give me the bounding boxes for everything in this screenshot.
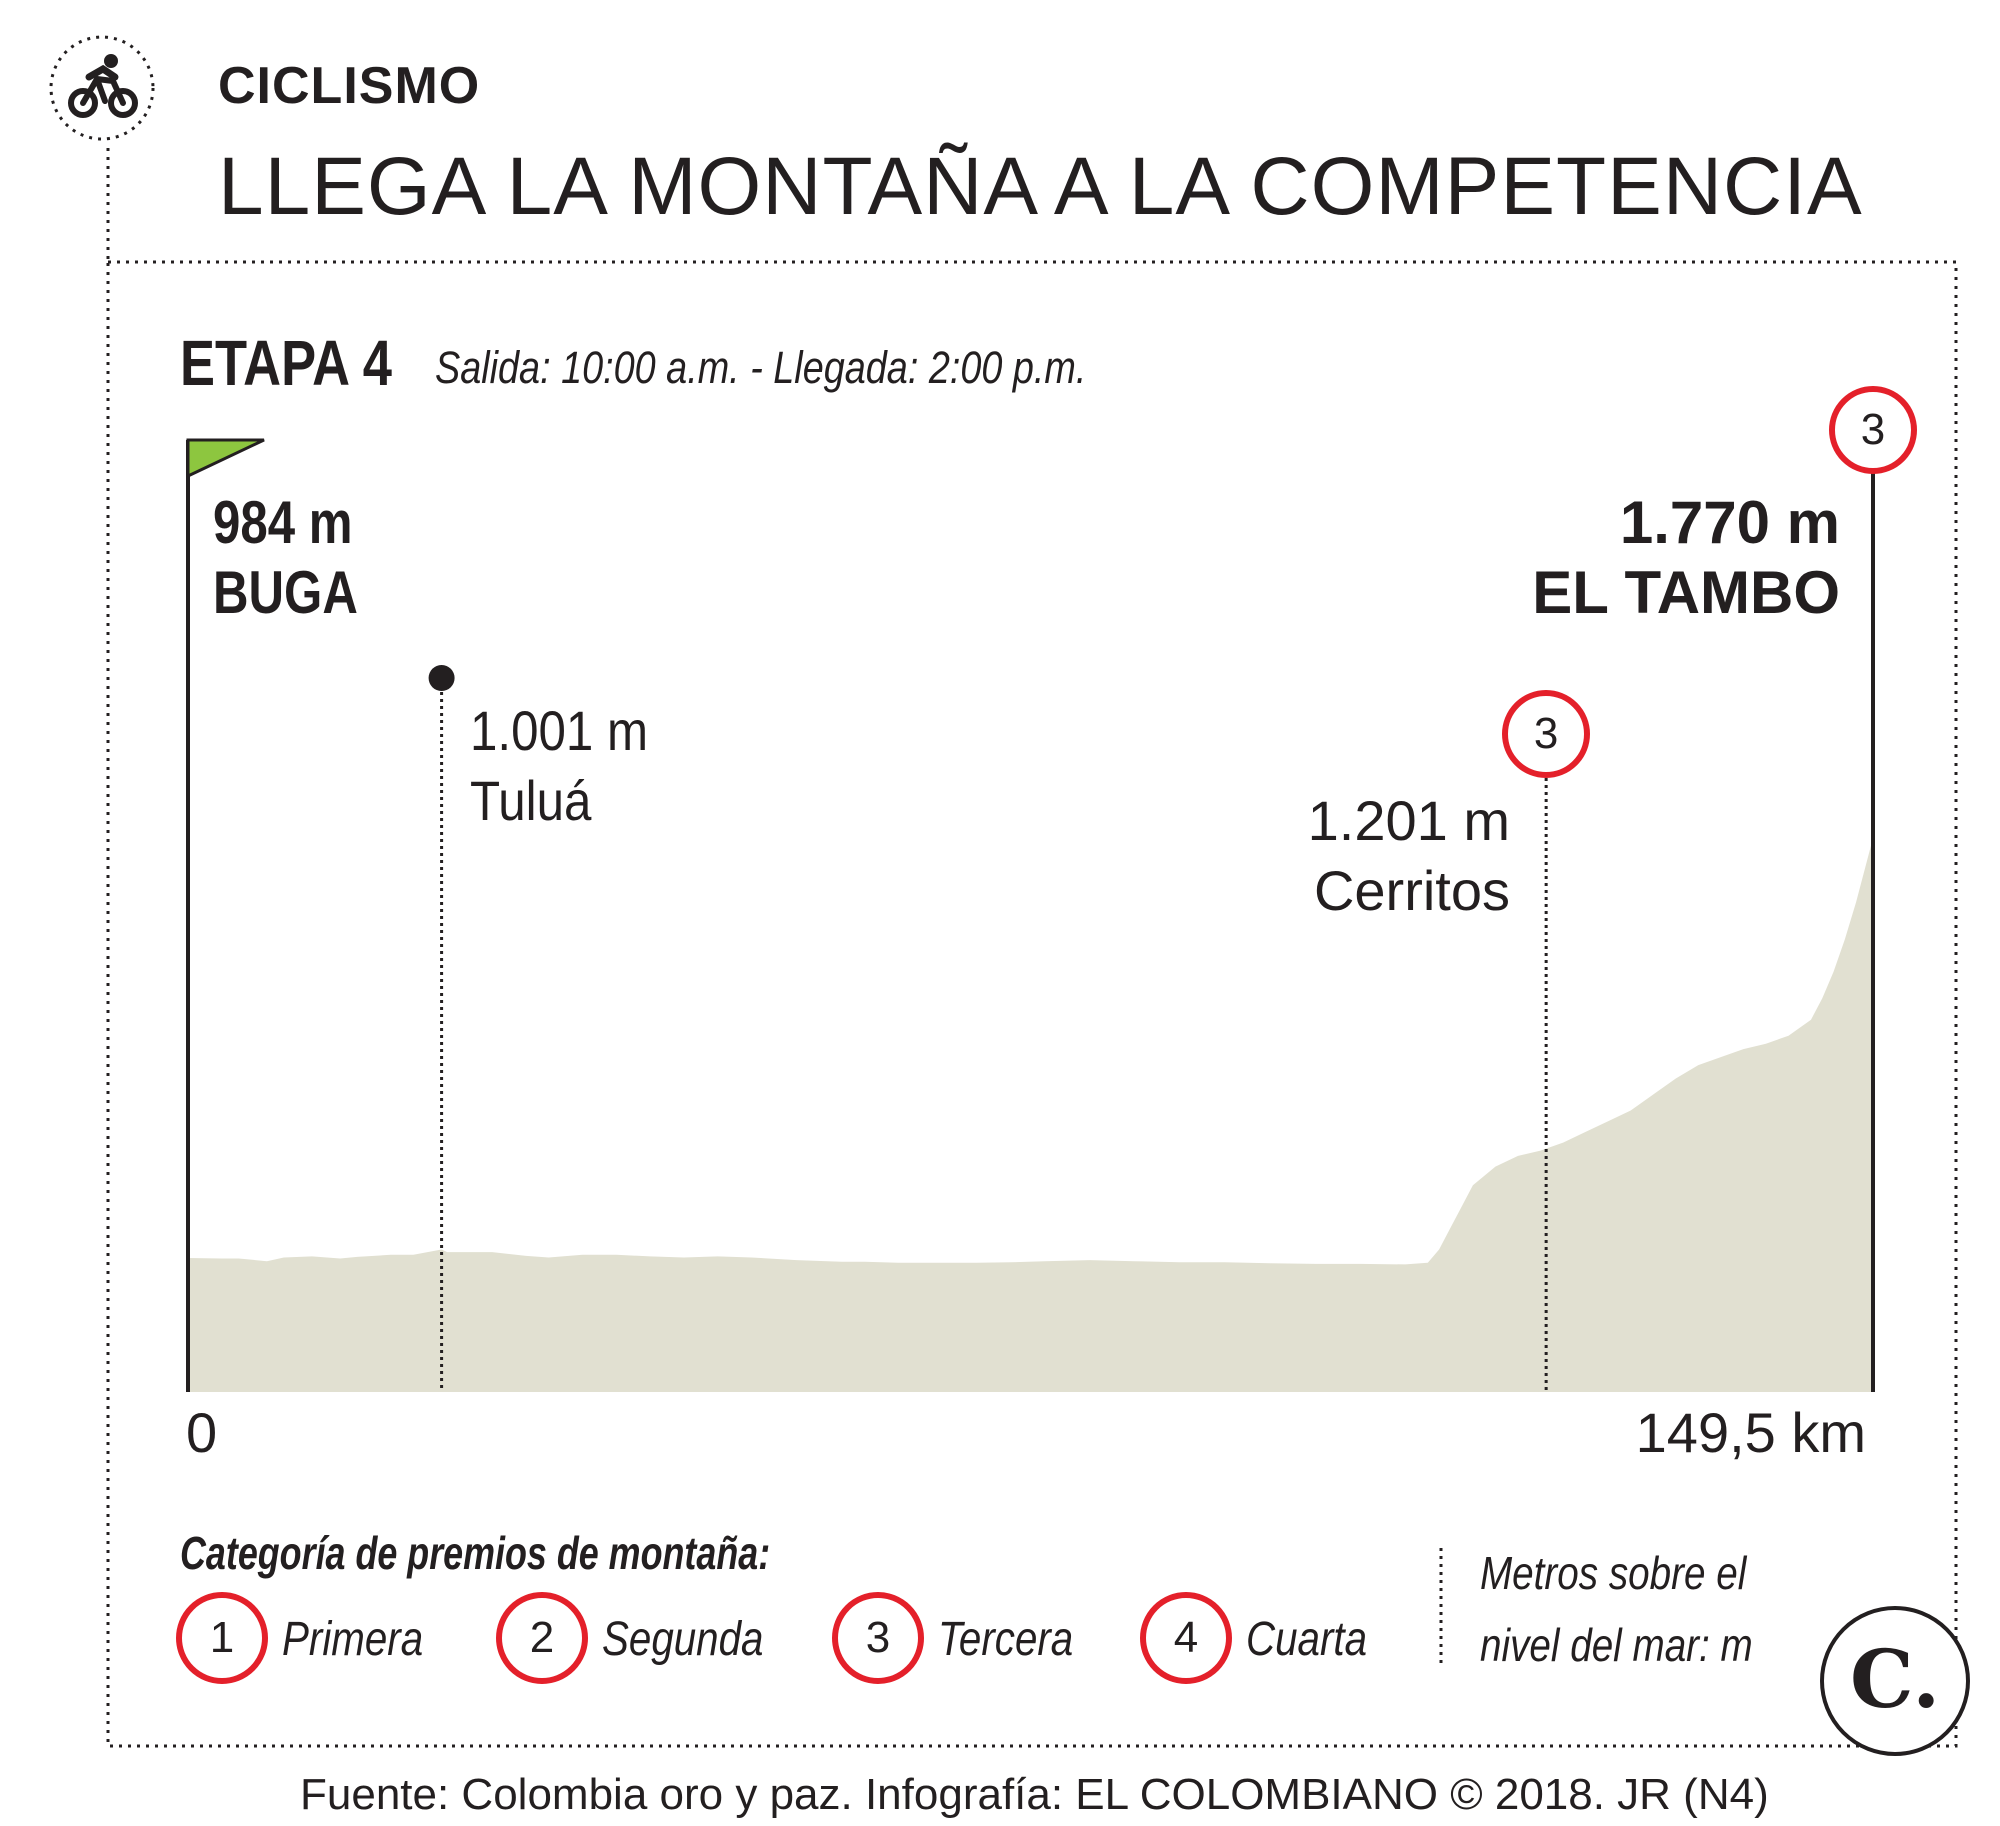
start-name: BUGA xyxy=(213,559,358,626)
legend-badge: 2 xyxy=(496,1592,588,1684)
tulua-elevation: 1.001 m xyxy=(470,699,649,762)
legend-badge: 1 xyxy=(176,1592,268,1684)
start-flag-icon xyxy=(186,438,265,479)
x-axis-end-label: 149,5 km xyxy=(1635,1401,1866,1464)
cerritos-elevation: 1.201 m xyxy=(1307,789,1510,852)
finish-category-badge: 3 xyxy=(1829,386,1917,474)
legend-label: Tercera xyxy=(938,1613,1074,1666)
legend-badge: 4 xyxy=(1140,1592,1232,1684)
cerritos-category-badge: 3 xyxy=(1502,690,1591,778)
tulua-name: Tuluá xyxy=(470,769,592,832)
source-credit: Fuente: Colombia oro y paz. Infografía: … xyxy=(300,1770,1769,1819)
headline: LLEGA LA MONTAÑA A LA COMPETENCIA xyxy=(218,141,1863,232)
stage-title: ETAPA 4 xyxy=(180,327,392,399)
section-label: CICLISMO xyxy=(218,57,481,115)
cerritos-name: Cerritos xyxy=(1313,859,1510,922)
legend-divider xyxy=(1439,1548,1443,1668)
legend-label: Cuarta xyxy=(1246,1613,1368,1666)
stage-schedule: Salida: 10:00 a.m. - Llegada: 2:00 p.m. xyxy=(435,342,1087,393)
units-note-line2: nivel del mar: m xyxy=(1480,1619,1753,1671)
profile-area xyxy=(188,838,1873,1392)
bicycle-icon xyxy=(47,33,157,143)
legend-title: Categoría de premios de montaña: xyxy=(180,1527,771,1579)
legend-label: Segunda xyxy=(602,1613,764,1666)
start-elevation: 984 m xyxy=(213,489,353,556)
legend-badge: 3 xyxy=(832,1592,924,1684)
finish-elevation: 1.770 m xyxy=(1619,489,1840,556)
logo-letter: C. xyxy=(1849,1632,1941,1726)
units-note-line1: Metros sobre el xyxy=(1480,1547,1747,1599)
tulua-marker-dot xyxy=(428,665,455,691)
finish-name: EL TAMBO xyxy=(1532,559,1840,626)
legend-label: Primera xyxy=(282,1613,424,1666)
el-colombiano-logo: C. xyxy=(1820,1606,1970,1756)
x-axis-start-label: 0 xyxy=(186,1401,218,1464)
